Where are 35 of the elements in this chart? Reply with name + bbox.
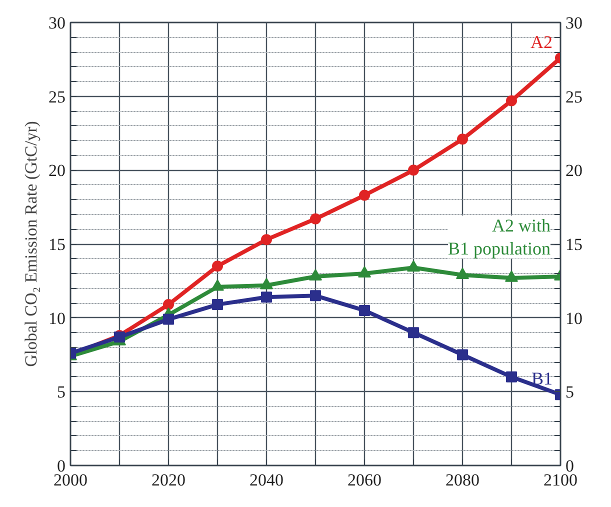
x-tick-label: 2080 xyxy=(446,470,480,490)
point xyxy=(212,299,223,310)
series-label: A2 with B1 population xyxy=(448,215,550,258)
point xyxy=(408,327,419,338)
y-axis-title: Global CO₂ Emission Rate (GtC/yr) xyxy=(22,121,40,367)
point xyxy=(310,213,321,224)
y2-tick-label: 25 xyxy=(566,87,582,106)
point xyxy=(163,314,174,325)
x-tick-label: 2020 xyxy=(152,470,186,490)
point xyxy=(457,349,468,360)
y-tick-label: 10 xyxy=(48,308,66,328)
point xyxy=(163,299,174,310)
x-tick-label: 2040 xyxy=(250,470,284,490)
point xyxy=(212,260,223,272)
y2-tick-label: 15 xyxy=(566,235,582,254)
y-tick-label: 15 xyxy=(48,235,66,254)
y2-tick-label: 5 xyxy=(566,382,574,402)
point xyxy=(310,290,321,302)
y2-tick-label: 20 xyxy=(566,161,582,180)
y-tick-label: 20 xyxy=(48,161,66,180)
point xyxy=(506,95,517,106)
y2-tick-label: 10 xyxy=(566,308,582,328)
point xyxy=(359,190,370,201)
y-tick-label: 30 xyxy=(48,14,66,32)
y2-tick-label: 30 xyxy=(566,14,582,32)
series-label: A2 xyxy=(530,32,552,52)
point xyxy=(506,371,517,382)
point xyxy=(359,304,370,316)
y-tick-label: 25 xyxy=(48,87,66,106)
point xyxy=(408,164,419,176)
x-tick-label: 2060 xyxy=(348,470,382,490)
point xyxy=(457,134,468,145)
y-tick-label: 5 xyxy=(57,382,66,402)
point xyxy=(261,292,272,303)
point xyxy=(261,234,272,246)
